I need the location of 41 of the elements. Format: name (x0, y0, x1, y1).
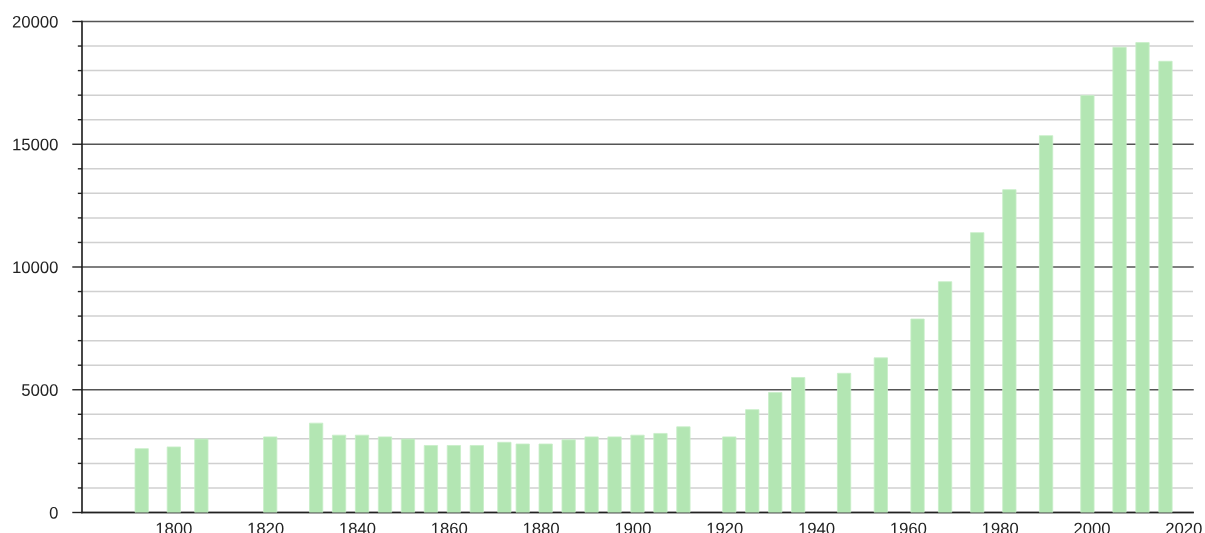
y-tick-label: 20000 (12, 15, 58, 28)
bar (377, 436, 393, 513)
bar (722, 436, 737, 513)
bar (1112, 46, 1127, 513)
bar (1039, 135, 1054, 513)
bar (469, 445, 484, 513)
bar (446, 445, 461, 513)
y-tick-label: 10000 (13, 261, 58, 274)
y-tick-label: 15000 (13, 138, 58, 151)
bar (166, 446, 181, 513)
bar (332, 434, 347, 513)
bar (134, 448, 149, 513)
bar (309, 422, 324, 513)
y-tick-label: 0 (49, 506, 58, 519)
bar (1158, 60, 1173, 513)
bar (423, 445, 438, 513)
bar (607, 436, 622, 513)
bar (497, 441, 512, 513)
bar (910, 318, 925, 513)
y-tick-label: 5000 (21, 384, 58, 396)
bar (1002, 189, 1017, 513)
bar (630, 434, 645, 513)
bar (515, 443, 530, 513)
bar (791, 377, 806, 513)
bar (354, 434, 370, 513)
bar (400, 438, 416, 513)
bar (653, 433, 668, 513)
bar (1135, 42, 1150, 513)
bar (584, 436, 599, 513)
bar (194, 438, 209, 513)
bar (538, 443, 553, 513)
bar (745, 409, 760, 513)
bar (561, 439, 576, 513)
bar (676, 426, 691, 513)
bar (768, 392, 783, 513)
bar (938, 281, 953, 513)
bar (837, 372, 852, 513)
bar (970, 232, 985, 513)
bar (873, 357, 888, 513)
bar (263, 436, 278, 513)
bar (1080, 94, 1095, 513)
